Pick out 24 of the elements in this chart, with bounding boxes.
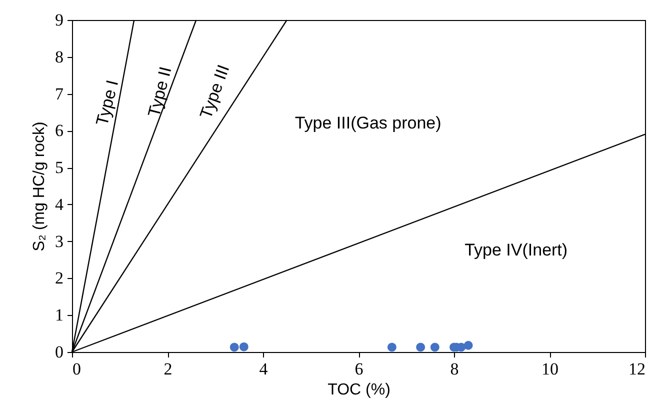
y-tick-label: 5 xyxy=(55,158,64,178)
annotation: Type III(Gas prone) xyxy=(294,113,442,132)
y-tick-label: 0 xyxy=(55,342,64,362)
y-tick-label: 9 xyxy=(55,10,64,30)
y-tick-label: 8 xyxy=(55,47,64,66)
x-tick-label: 8 xyxy=(450,360,459,378)
annotation: Type III xyxy=(196,62,234,122)
annotation: Type I xyxy=(92,78,122,128)
x-tick-label: 6 xyxy=(354,360,364,378)
y-tick-label: 4 xyxy=(55,194,64,214)
y-tick-label: 1 xyxy=(55,306,64,325)
x-axis-title: TOC (%) xyxy=(328,382,390,398)
y-tick-label: 7 xyxy=(55,84,64,104)
annotation: Type IV(Inert) xyxy=(464,240,568,260)
x-tick-label: 0 xyxy=(72,360,81,378)
y-tick-label: 2 xyxy=(55,268,64,288)
x-tick-label: 10 xyxy=(542,360,558,378)
y-axis-title: S₂ (mg HC/g rock) xyxy=(31,122,48,252)
x-tick-label: 2 xyxy=(164,360,172,378)
x-tick-label: 4 xyxy=(259,360,268,378)
y-tick-label: 6 xyxy=(55,121,64,140)
y-tick-label: 3 xyxy=(55,232,64,251)
x-tick-label: 12 xyxy=(628,360,646,378)
annotation: Type II xyxy=(144,64,176,119)
